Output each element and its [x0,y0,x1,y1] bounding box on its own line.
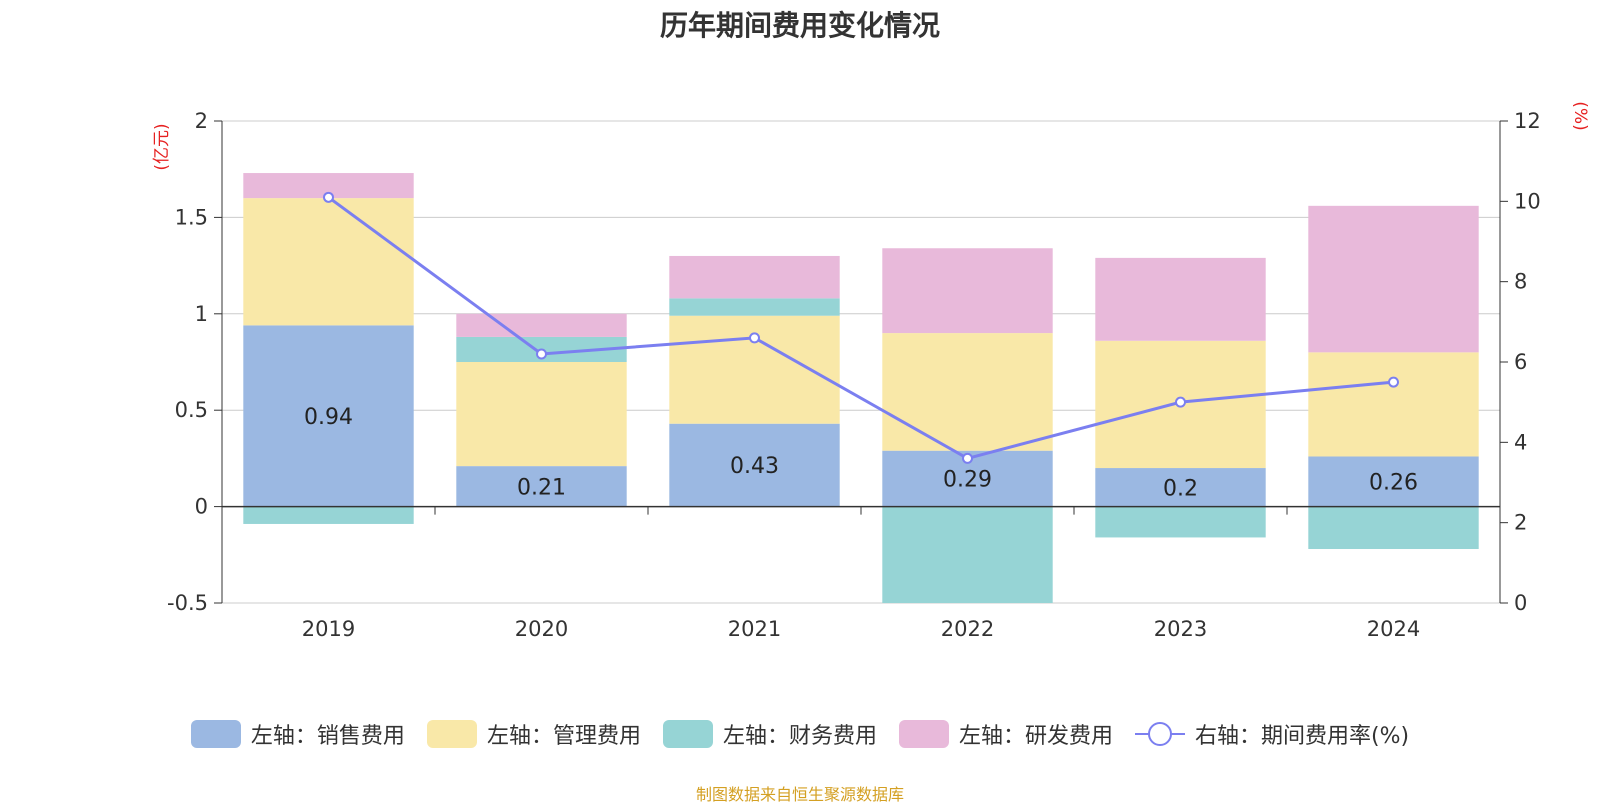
left-axis-tick-label: -0.5 [167,591,208,615]
bar-segment [456,362,627,467]
bar-value-label: 0.29 [943,468,992,493]
bar-segment [1308,456,1479,507]
bar-segment [243,198,414,326]
data-labels: 0.94 0.21 0.43 0.29 0.2 0.26 [304,405,1418,501]
left-axis-tick-label: 2 [195,109,208,133]
rate-line-point [323,191,334,203]
legend: 左轴：销售费用 左轴：管理费用 左轴：财务费用 左轴：研发费用 右轴：期间费用率(%) [0,718,1600,750]
x-axis-tick-label: 2019 [302,617,355,641]
legend-swatch [662,720,713,748]
rate-line-point [1175,396,1186,408]
bar-segment [456,466,627,507]
rate-line [323,191,1399,464]
x-axis-tick-label: 2020 [515,617,568,641]
bar-segment [882,333,1053,451]
right-axis-unit: (%) [1570,101,1590,130]
legend-item[interactable]: 左轴：管理费用 [426,718,641,750]
legend-label: 左轴：研发费用 [958,724,1113,749]
source-footer: 制图数据来自恒生聚源数据库 [695,785,904,804]
legend-label: 左轴：财务费用 [722,724,877,749]
bar-segment [669,298,840,316]
bar-value-label: 0.26 [1369,471,1418,496]
rate-line-point [1388,376,1399,388]
right-axis-tick-label: 6 [1514,350,1527,374]
right-axis-tick-label: 12 [1514,109,1541,133]
left-axis-tick-label: 0 [195,495,208,519]
chart-title: 历年期间费用变化情况 [659,9,940,42]
left-axis-tick-label: 1.5 [175,205,208,229]
left-axis-unit: (亿元) [152,123,172,170]
grid-lines [222,120,1500,604]
legend-line-swatch [1134,722,1185,746]
bar-segment [1308,352,1479,457]
chart: 2 1.5 1 0.5 0 -0.5 12 10 8 6 4 2 0 2019 2020 2021 2022 20… [152,101,1590,641]
bar-segment [1308,506,1479,550]
legend-label: 左轴：销售费用 [250,724,405,749]
legend-swatch [426,720,477,748]
bar-segment [1308,205,1479,353]
bar-segment [669,315,840,424]
bar-segment [669,255,840,299]
axes: 2 1.5 1 0.5 0 -0.5 12 10 8 6 4 2 0 2019 2020 2021 2022 20… [167,109,1541,641]
rate-line-point [749,332,760,344]
right-axis-tick-label: 2 [1514,511,1527,535]
bar-segment [456,313,627,337]
legend-swatch [190,720,241,748]
legend-swatch [898,720,949,748]
bars [243,173,1479,603]
legend-item[interactable]: 左轴：财务费用 [662,718,877,750]
right-axis-tick-label: 0 [1514,591,1527,615]
legend-item[interactable]: 左轴：销售费用 [190,718,405,750]
legend-label: 右轴：期间费用率(%) [1194,724,1410,749]
bar-value-label: 0.43 [730,454,779,479]
rate-line-point [962,452,973,464]
bar-value-label: 0.94 [304,405,353,430]
bar-value-label: 0.2 [1163,476,1198,501]
x-axis-tick-label: 2021 [728,617,781,641]
right-axis-tick-label: 4 [1514,430,1527,454]
legend-label: 左轴：管理费用 [486,724,641,749]
bar-segment [243,325,414,507]
x-axis-tick-label: 2024 [1367,617,1420,641]
x-axis-tick-label: 2023 [1154,617,1207,641]
rate-line-point [536,348,547,360]
bar-segment [1095,468,1266,507]
bar-segment [1095,257,1266,341]
bar-segment [669,423,840,507]
bar-segment [882,248,1053,334]
x-axis-tick-label: 2022 [941,617,994,641]
legend-item[interactable]: 右轴：期间费用率(%) [1134,718,1410,750]
bar-segment [243,506,414,524]
legend-item[interactable]: 左轴：研发费用 [898,718,1113,750]
bar-value-label: 0.21 [517,475,566,500]
left-axis-tick-label: 1 [195,302,208,326]
rate-line-path [327,196,1394,461]
bar-segment [882,506,1053,603]
bar-segment [1095,506,1266,538]
right-axis-tick-label: 8 [1514,270,1527,294]
left-axis-tick-label: 0.5 [175,398,208,422]
right-axis-tick-label: 10 [1514,189,1541,213]
